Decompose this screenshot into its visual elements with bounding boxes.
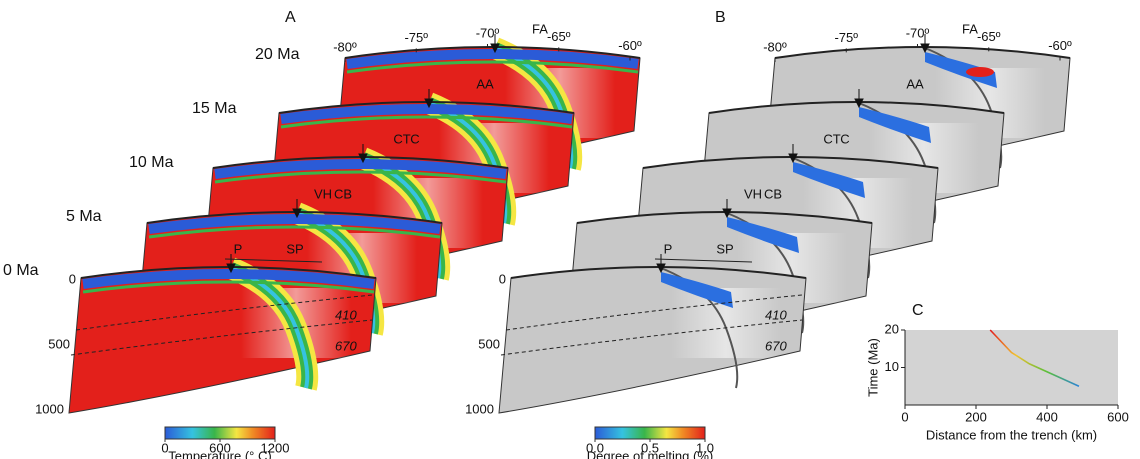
site-label: SP — [286, 241, 303, 256]
longitude-label: -80º — [333, 39, 357, 54]
colorbar-title: Degree of melting (%) — [587, 448, 713, 459]
site-label: FA — [962, 21, 978, 36]
depth-label: 1000 — [465, 401, 494, 416]
site-label: C — [410, 131, 419, 146]
site-label: FA — [532, 21, 548, 36]
depth-label: 0 — [499, 271, 506, 286]
site-label: CT — [393, 131, 410, 146]
longitude-label: -75º — [404, 30, 428, 45]
panel-label: C — [912, 302, 924, 319]
y-tick-label: 20 — [885, 321, 899, 336]
longitude-label: -65º — [977, 29, 1001, 44]
depth-label: 1000 — [35, 401, 64, 416]
site-label: VH — [314, 186, 332, 201]
discontinuity-label: 670 — [335, 338, 357, 353]
discontinuity-label: 670 — [765, 338, 787, 353]
longitude-label: -65º — [547, 29, 571, 44]
section-slice — [69, 254, 376, 413]
x-tick-label: 600 — [1107, 409, 1129, 424]
x-tick-label: 0 — [901, 409, 908, 424]
melt-core — [966, 67, 994, 77]
longitude-label: -70º — [906, 25, 930, 40]
longitude-label: -60º — [618, 38, 642, 53]
x-axis-label: Distance from the trench (km) — [926, 427, 1097, 442]
colorbar-title: Temperature (° C) — [168, 448, 271, 459]
site-label: SP — [716, 241, 733, 256]
longitude-label: -60º — [1048, 38, 1072, 53]
site-label: AA — [906, 76, 924, 91]
site-label: C — [840, 131, 849, 146]
discontinuity-label: 410 — [765, 307, 787, 322]
y-tick-label: 10 — [885, 359, 899, 374]
time-label: 5 Ma — [66, 208, 102, 225]
colorbar — [595, 427, 705, 439]
depth-label: 500 — [478, 336, 500, 351]
site-label: P — [664, 241, 673, 256]
plot-area — [905, 330, 1118, 405]
site-label: AA — [476, 76, 494, 91]
time-label: 15 Ma — [192, 100, 237, 117]
figure: A-80º-75º-70º-65º-60º05001000410670FAAAC… — [0, 0, 1140, 459]
time-label: 0 Ma — [3, 262, 39, 279]
time-label: 20 Ma — [255, 46, 300, 63]
panel-label: A — [285, 9, 296, 26]
colorbar — [165, 427, 275, 439]
site-label: VH — [744, 186, 762, 201]
longitude-label: -80º — [763, 39, 787, 54]
site-label: P — [234, 241, 243, 256]
y-axis-label: Time (Ma) — [865, 338, 880, 397]
depth-label: 0 — [69, 271, 76, 286]
longitude-label: -75º — [834, 30, 858, 45]
discontinuity-label: 410 — [335, 307, 357, 322]
site-label: CB — [764, 186, 782, 201]
panel-label: B — [715, 9, 726, 26]
longitude-label: -70º — [476, 25, 500, 40]
time-label: 10 Ma — [129, 154, 174, 171]
x-tick-label: 200 — [965, 409, 987, 424]
x-tick-label: 400 — [1036, 409, 1058, 424]
site-label: CT — [823, 131, 840, 146]
depth-label: 500 — [48, 336, 70, 351]
site-label: CB — [334, 186, 352, 201]
section-slice — [499, 254, 806, 413]
